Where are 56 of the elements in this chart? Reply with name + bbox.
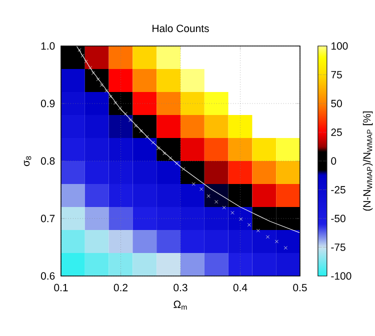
point [175, 162, 179, 166]
x-axis-title: Ω$_{m}$ [174, 300, 187, 310]
point [114, 101, 118, 105]
point [84, 60, 88, 64]
point [156, 146, 160, 150]
color-bar-label: 100 [332, 42, 348, 50]
point [274, 240, 278, 244]
point [91, 71, 96, 75]
point [168, 156, 172, 160]
point [139, 129, 143, 133]
point [214, 200, 218, 204]
point [100, 83, 104, 87]
point [222, 206, 226, 210]
point [108, 94, 112, 98]
point [124, 112, 128, 116]
y-tick-label: 0.8 [40, 157, 55, 165]
color-bar-label: -50 [331, 214, 346, 222]
x-tick-label: 0.3 [174, 284, 188, 292]
color-bar-title: (N-N$_{WMAP}$)/N$_{WMAP}$ [%] [362, 111, 373, 211]
chart-title: Halo Counts [152, 24, 209, 32]
y-tick-label: 0.7 [40, 214, 55, 222]
x-tick-label: 0.1 [54, 284, 68, 292]
x-tick-label: 0.2 [114, 284, 128, 292]
point [162, 152, 166, 156]
point [118, 106, 122, 110]
point [206, 194, 210, 198]
point [182, 167, 186, 171]
x-tick-label: 0.4 [233, 284, 248, 292]
y-tick-label: 1.0 [41, 42, 55, 50]
point [192, 182, 196, 186]
point [134, 124, 138, 128]
y-axis-title: σ$_{8}$ [24, 156, 32, 166]
color-bar-label: 75 [331, 71, 342, 78]
point [266, 235, 270, 239]
color-bar-label: -100 [331, 272, 352, 280]
point [104, 89, 108, 93]
point [88, 66, 92, 70]
point [151, 140, 155, 144]
x-tick-label: 0.5 [293, 284, 307, 292]
point [247, 223, 252, 227]
color-bar-label: -25 [331, 186, 346, 194]
color-bar-label: 0 [331, 157, 336, 165]
y-tick-label: 0.6 [40, 272, 55, 280]
color-bar-label: 25 [331, 128, 342, 136]
color-bar-label: -75 [331, 244, 346, 251]
point [284, 246, 288, 250]
color-bar-label: 50 [331, 100, 342, 108]
y-tick-label: 0.9 [40, 100, 55, 108]
point [96, 78, 100, 82]
point [145, 135, 149, 139]
point [128, 118, 132, 122]
point [80, 54, 84, 58]
point [200, 187, 204, 191]
point [256, 228, 260, 232]
point [239, 217, 243, 221]
point [230, 210, 234, 215]
